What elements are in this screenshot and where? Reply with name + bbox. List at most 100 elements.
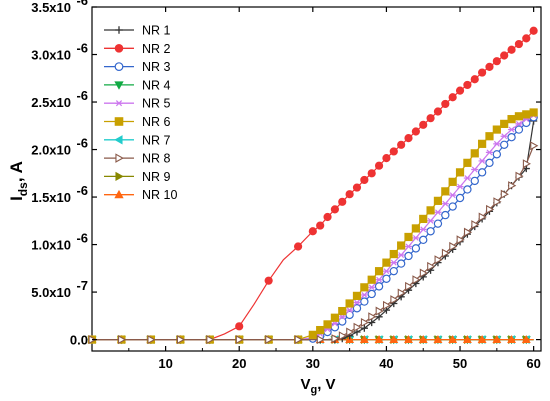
plot-border: [91, 6, 542, 352]
legend-marker: [115, 153, 124, 163]
data-point: [330, 205, 340, 214]
data-point: [448, 334, 458, 343]
legend: NR 1 NR 2 NR 3 NR 4 NR 5 NR 6 NR 7 NR 8 NR 9 NR 1…: [104, 24, 177, 202]
data-point: [118, 335, 127, 345]
plot-frame: [91, 6, 542, 352]
data-point: [514, 112, 524, 121]
data-point: [441, 200, 449, 207]
axis-ticks: 10 20 30 40 50 60 0.0 5.0x10 -7 1.0x10 -6 1.5x10 -6 2…: [31, 0, 541, 371]
y-tick-exponent: -6: [76, 231, 88, 246]
y-tick-exponent: -6: [76, 136, 88, 151]
y-tick-exponent: -6: [76, 0, 88, 8]
x-tick-label: 10: [158, 356, 172, 371]
data-point: [147, 335, 156, 345]
data-point: [404, 251, 413, 261]
data-point: [485, 132, 494, 141]
legend-item: NR 8: [104, 152, 171, 166]
data-point: [345, 190, 354, 199]
legend-item: NR 3: [104, 60, 171, 74]
data-point: [308, 227, 317, 236]
data-point: [522, 159, 532, 169]
x-tick-label: 30: [306, 356, 320, 371]
data-point: [353, 299, 361, 306]
data-point: [390, 259, 398, 266]
data-point: [264, 276, 273, 285]
data-point: [338, 331, 347, 341]
data-point: [411, 127, 420, 136]
data-point: [478, 158, 486, 164]
legend-label: NR 8: [142, 152, 171, 166]
data-point: [448, 202, 457, 211]
data-point: [411, 224, 420, 233]
data-point: [448, 177, 457, 186]
series-nr-8: [88, 141, 539, 345]
y-axis-label-sub: ds: [16, 182, 30, 196]
y-axis-label-main: I: [7, 196, 26, 201]
data-point: [492, 57, 501, 66]
data-point: [412, 275, 421, 285]
data-point: [293, 242, 303, 251]
y-tick-exponent: -7: [76, 278, 88, 293]
data-point: [389, 334, 399, 343]
legend-label: NR 4: [142, 78, 171, 92]
data-point: [455, 86, 465, 95]
data-point: [507, 132, 516, 142]
data-point: [515, 120, 523, 127]
data-point: [478, 139, 487, 148]
x-axis-label-main: V: [300, 376, 310, 393]
y-tick-label: 0.0: [70, 333, 88, 348]
x-axis-label: Vg, V: [300, 376, 335, 396]
data-point: [470, 176, 479, 186]
legend-marker: [115, 100, 123, 107]
data-point: [449, 241, 458, 252]
y-axis-label: Ids, A: [7, 161, 30, 201]
series-nr-2: [87, 26, 538, 344]
data-point: [485, 62, 494, 71]
data-point: [235, 335, 244, 345]
data-point: [529, 108, 538, 117]
data-point: [359, 334, 369, 343]
data-point: [492, 150, 502, 159]
data-point: [514, 39, 524, 49]
data-point: [360, 175, 369, 185]
data-point: [521, 334, 531, 343]
legend-item: NR 10: [104, 188, 177, 202]
data-point: [397, 252, 405, 258]
data-point: [427, 261, 436, 271]
data-point: [389, 147, 398, 156]
data-point: [331, 334, 340, 344]
data-point: [426, 227, 435, 236]
data-point: [419, 235, 428, 245]
data-point: [368, 312, 377, 322]
legend-item: NR 6: [104, 115, 171, 129]
legend-label: NR 9: [142, 170, 171, 184]
legend-marker: [114, 135, 123, 145]
y-axis-label-rest: , A: [7, 161, 26, 182]
legend-item: NR 2: [104, 42, 171, 56]
data-point: [463, 80, 472, 90]
data-point: [478, 212, 487, 222]
data-point: [397, 288, 406, 298]
data-point: [338, 197, 347, 206]
data-point: [419, 226, 427, 233]
data-point: [522, 34, 531, 43]
data-point: [500, 133, 508, 140]
data-point: [529, 26, 538, 35]
data-point: [352, 183, 362, 192]
data-point: [404, 232, 413, 242]
data-point: [433, 107, 443, 116]
data-point: [507, 45, 516, 54]
data-point: [514, 125, 524, 134]
data-point: [493, 197, 502, 207]
data-point: [316, 335, 325, 345]
data-point: [338, 306, 347, 316]
data-point: [308, 330, 317, 339]
data-point: [367, 275, 376, 284]
legend-label: NR 7: [142, 133, 171, 147]
data-point: [463, 158, 472, 167]
data-point: [352, 291, 362, 300]
data-point: [433, 196, 443, 205]
data-point: [353, 322, 362, 332]
data-point: [515, 171, 524, 181]
